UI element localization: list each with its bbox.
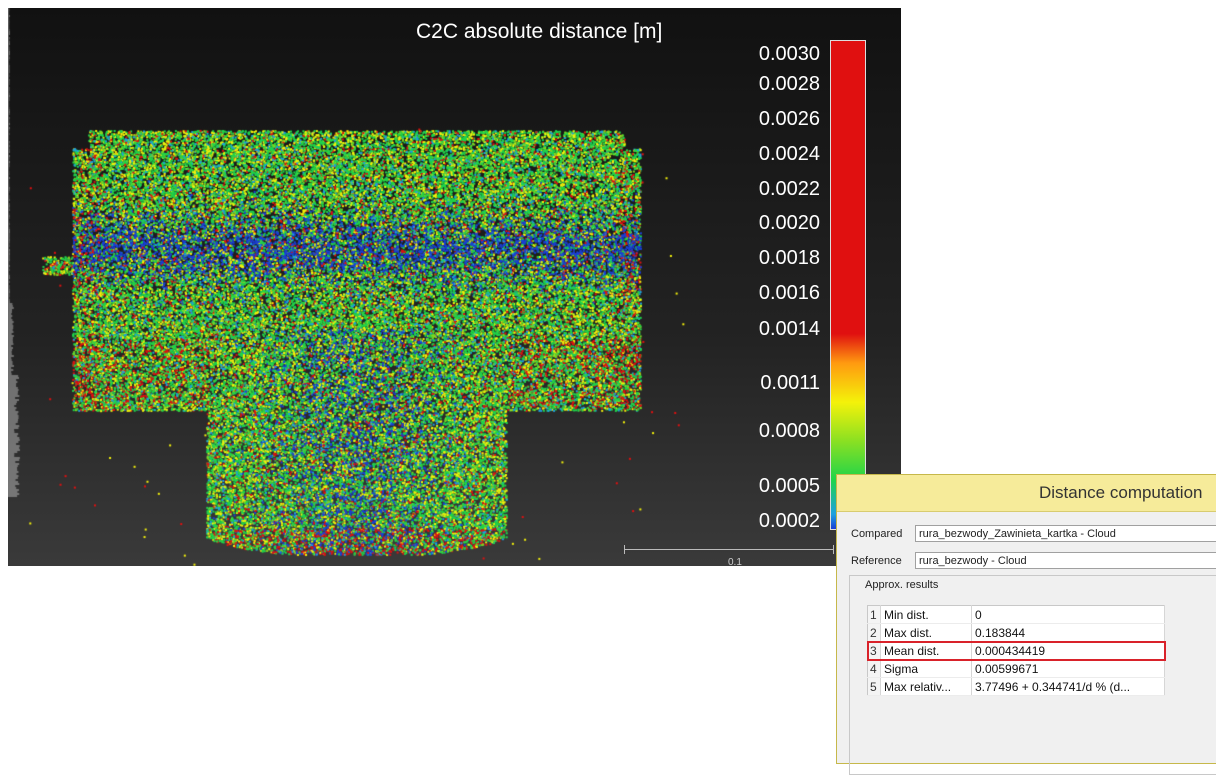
results-row[interactable]: 1 Min dist. 0 <box>868 606 1165 624</box>
color-scale-tick: 0.0014 <box>720 319 820 339</box>
dialog-title: Distance computation <box>1039 483 1202 503</box>
dialog-titlebar[interactable]: Distance computation <box>837 475 1216 512</box>
reference-label: Reference <box>851 555 902 567</box>
row-index: 2 <box>868 624 881 642</box>
results-table: 1 Min dist. 0 2 Max dist. 0.183844 3 Mean dist.… <box>867 605 1165 696</box>
color-scale-tick: 0.0020 <box>720 213 820 233</box>
row-index: 3 <box>868 642 881 660</box>
approx-results-title: Approx. results <box>863 579 940 591</box>
scale-bar <box>624 549 834 550</box>
color-scale-tick: 0.0002 <box>720 511 820 531</box>
color-scale-tick: 0.0005 <box>720 476 820 496</box>
distance-computation-dialog: Distance computation Compared rura_bezwo… <box>836 474 1216 764</box>
row-index: 5 <box>868 678 881 696</box>
row-value: 3.77496 + 0.344741/d % (d... <box>972 678 1165 696</box>
point-cloud-viewport[interactable]: C2C absolute distance [m] 0.0030 0.0028 0.… <box>8 8 901 566</box>
compared-label: Compared <box>851 528 902 540</box>
color-scale-tick: 0.0011 <box>720 373 820 393</box>
color-scale-histogram <box>8 8 22 498</box>
color-scale-tick: 0.0022 <box>720 179 820 199</box>
results-row[interactable]: 2 Max dist. 0.183844 <box>868 624 1165 642</box>
row-name: Mean dist. <box>881 642 972 660</box>
row-value: 0 <box>972 606 1165 624</box>
color-scale-tick: 0.0024 <box>720 144 820 164</box>
row-name: Max dist. <box>881 624 972 642</box>
row-value: 0.183844 <box>972 624 1165 642</box>
results-row[interactable]: 4 Sigma 0.00599671 <box>868 660 1165 678</box>
color-scale-tick: 0.0018 <box>720 248 820 268</box>
row-name: Sigma <box>881 660 972 678</box>
row-value: 0.00599671 <box>972 660 1165 678</box>
color-scale-tick: 0.0026 <box>720 109 820 129</box>
color-scale-bar <box>830 40 866 530</box>
row-index: 1 <box>868 606 881 624</box>
color-scale-tick: 0.0028 <box>720 74 820 94</box>
color-scale-tick: 0.0030 <box>720 44 820 64</box>
scale-bar-label: 0.1 <box>728 557 742 566</box>
row-name: Min dist. <box>881 606 972 624</box>
color-scale-tick: 0.0016 <box>720 283 820 303</box>
reference-field[interactable]: rura_bezwody - Cloud <box>915 552 1216 569</box>
color-scale-title: C2C absolute distance [m] <box>416 20 662 44</box>
scale-bar-end-left <box>624 545 625 554</box>
color-scale-tick: 0.0008 <box>720 421 820 441</box>
row-name: Max relativ... <box>881 678 972 696</box>
scale-bar-end-right <box>833 545 834 554</box>
compared-field[interactable]: rura_bezwody_Zawinieta_kartka - Cloud <box>915 525 1216 542</box>
row-index: 4 <box>868 660 881 678</box>
row-value: 0.000434419 <box>972 642 1165 660</box>
results-row[interactable]: 3 Mean dist. 0.000434419 <box>868 642 1165 660</box>
results-row[interactable]: 5 Max relativ... 3.77496 + 0.344741/d % (d… <box>868 678 1165 696</box>
